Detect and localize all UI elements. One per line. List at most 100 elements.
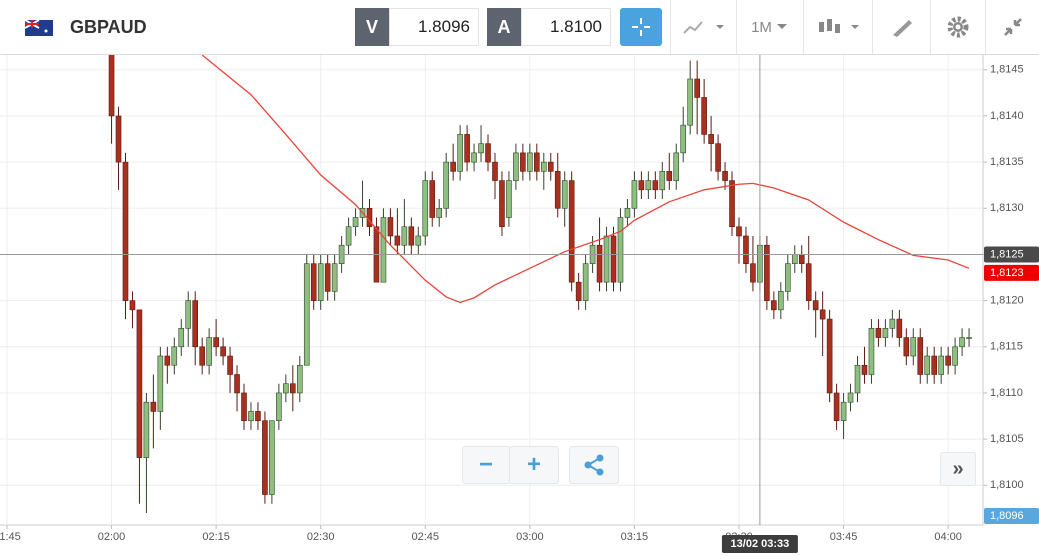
bid-label[interactable]: V	[355, 8, 389, 46]
candle-body	[464, 134, 470, 163]
candle-body	[966, 337, 972, 339]
crosshair-time-label: 13/02 03:33	[731, 538, 790, 550]
candle-body	[784, 263, 791, 292]
zoom-out-button[interactable]: −	[462, 446, 510, 484]
candle-body	[394, 235, 401, 246]
candle-body	[499, 180, 505, 228]
candle-body	[764, 244, 770, 301]
y-tick-label: 1,8145	[990, 64, 1024, 76]
candle-body	[945, 355, 951, 366]
crosshair-time-box	[721, 535, 798, 553]
candle-body	[136, 309, 143, 458]
timeframe-button[interactable]: 1M	[736, 0, 803, 54]
x-tick-label: 03:00	[516, 531, 544, 543]
candle-body	[568, 180, 575, 283]
candle-body	[241, 392, 247, 421]
x-tick-label: 03:45	[830, 531, 858, 543]
candle-body	[303, 263, 310, 366]
candle-body	[805, 263, 812, 301]
candle-body	[687, 78, 693, 126]
y-tick-label: 1,8100	[990, 479, 1024, 491]
x-tick-label: 02:45	[412, 531, 440, 543]
candle-body	[366, 207, 373, 228]
candle-body	[903, 337, 910, 357]
candle-body	[450, 161, 456, 172]
candle-body	[638, 180, 645, 191]
candle-body	[868, 328, 875, 375]
candle-body	[352, 217, 359, 228]
candle-body	[206, 337, 212, 366]
candle-body	[415, 235, 422, 246]
candle-body	[115, 115, 122, 163]
crosshair-button[interactable]	[620, 8, 662, 46]
zoom-in-button[interactable]: +	[509, 446, 559, 484]
candle-body	[812, 300, 819, 311]
candle-body	[771, 300, 777, 311]
candle-body	[603, 235, 610, 283]
candle-body	[213, 337, 219, 348]
candle-body	[645, 180, 652, 191]
x-tick-label: 03:15	[621, 531, 649, 543]
candle-body	[457, 134, 463, 172]
candle-body	[513, 152, 519, 181]
candle-body	[199, 346, 205, 366]
y-tick-label: 1,8110	[990, 387, 1023, 399]
timeframe: 1M	[751, 18, 772, 36]
candle-body	[534, 152, 540, 172]
candle-body	[290, 383, 296, 394]
candle-body	[882, 328, 889, 338]
candle-body	[708, 134, 714, 144]
candle-body	[659, 171, 666, 191]
candle-body	[680, 124, 687, 154]
candle-body	[150, 401, 157, 412]
y-tick-label: 1,8105	[990, 433, 1024, 445]
candle-body	[743, 235, 749, 264]
candle-body	[436, 207, 443, 218]
candle-body	[861, 364, 868, 375]
chart-type-button[interactable]	[670, 0, 736, 54]
candle-body	[345, 226, 352, 246]
moving-average-label: 1,8123	[990, 267, 1024, 279]
candle-body	[854, 364, 861, 394]
candle-type-button[interactable]	[803, 0, 872, 54]
collapse-button[interactable]	[985, 0, 1039, 54]
candle-body	[331, 263, 338, 292]
candle-body	[847, 392, 854, 403]
candle-body	[722, 171, 728, 181]
candle-body	[938, 355, 944, 375]
candle-body	[422, 180, 429, 237]
candle-body	[143, 401, 150, 458]
x-tick-label: 02:15	[202, 531, 230, 543]
current-price-label: 1,8096	[990, 510, 1024, 522]
candle-body	[317, 263, 324, 301]
candle-body	[310, 263, 317, 301]
candle-body	[296, 364, 303, 394]
draw-button[interactable]	[872, 0, 930, 54]
candle-body	[798, 254, 805, 264]
candle-body	[429, 180, 436, 218]
ask-label[interactable]: A	[487, 8, 521, 46]
share-button[interactable]	[569, 446, 619, 484]
candle-body	[617, 217, 624, 283]
ask-price[interactable]: 1.8100	[521, 8, 611, 46]
candle-body	[729, 180, 735, 228]
candle-body	[227, 355, 233, 375]
candle-body	[401, 226, 408, 246]
y-tick-label: 1,8130	[990, 202, 1024, 214]
candle-body	[896, 318, 903, 338]
candle-body	[192, 300, 199, 348]
candle-body	[561, 180, 568, 209]
scroll-right-button[interactable]: »	[940, 452, 976, 486]
candle-body	[108, 55, 115, 117]
candle-body	[283, 383, 289, 394]
candle-body	[575, 281, 582, 301]
current-price-label-box	[984, 508, 1039, 524]
bid-price[interactable]: 1.8096	[389, 8, 479, 46]
candle-body	[157, 355, 164, 412]
candle-body	[791, 254, 798, 264]
candle-body	[262, 420, 268, 495]
candle-body	[889, 318, 896, 329]
settings-button[interactable]	[930, 0, 985, 54]
